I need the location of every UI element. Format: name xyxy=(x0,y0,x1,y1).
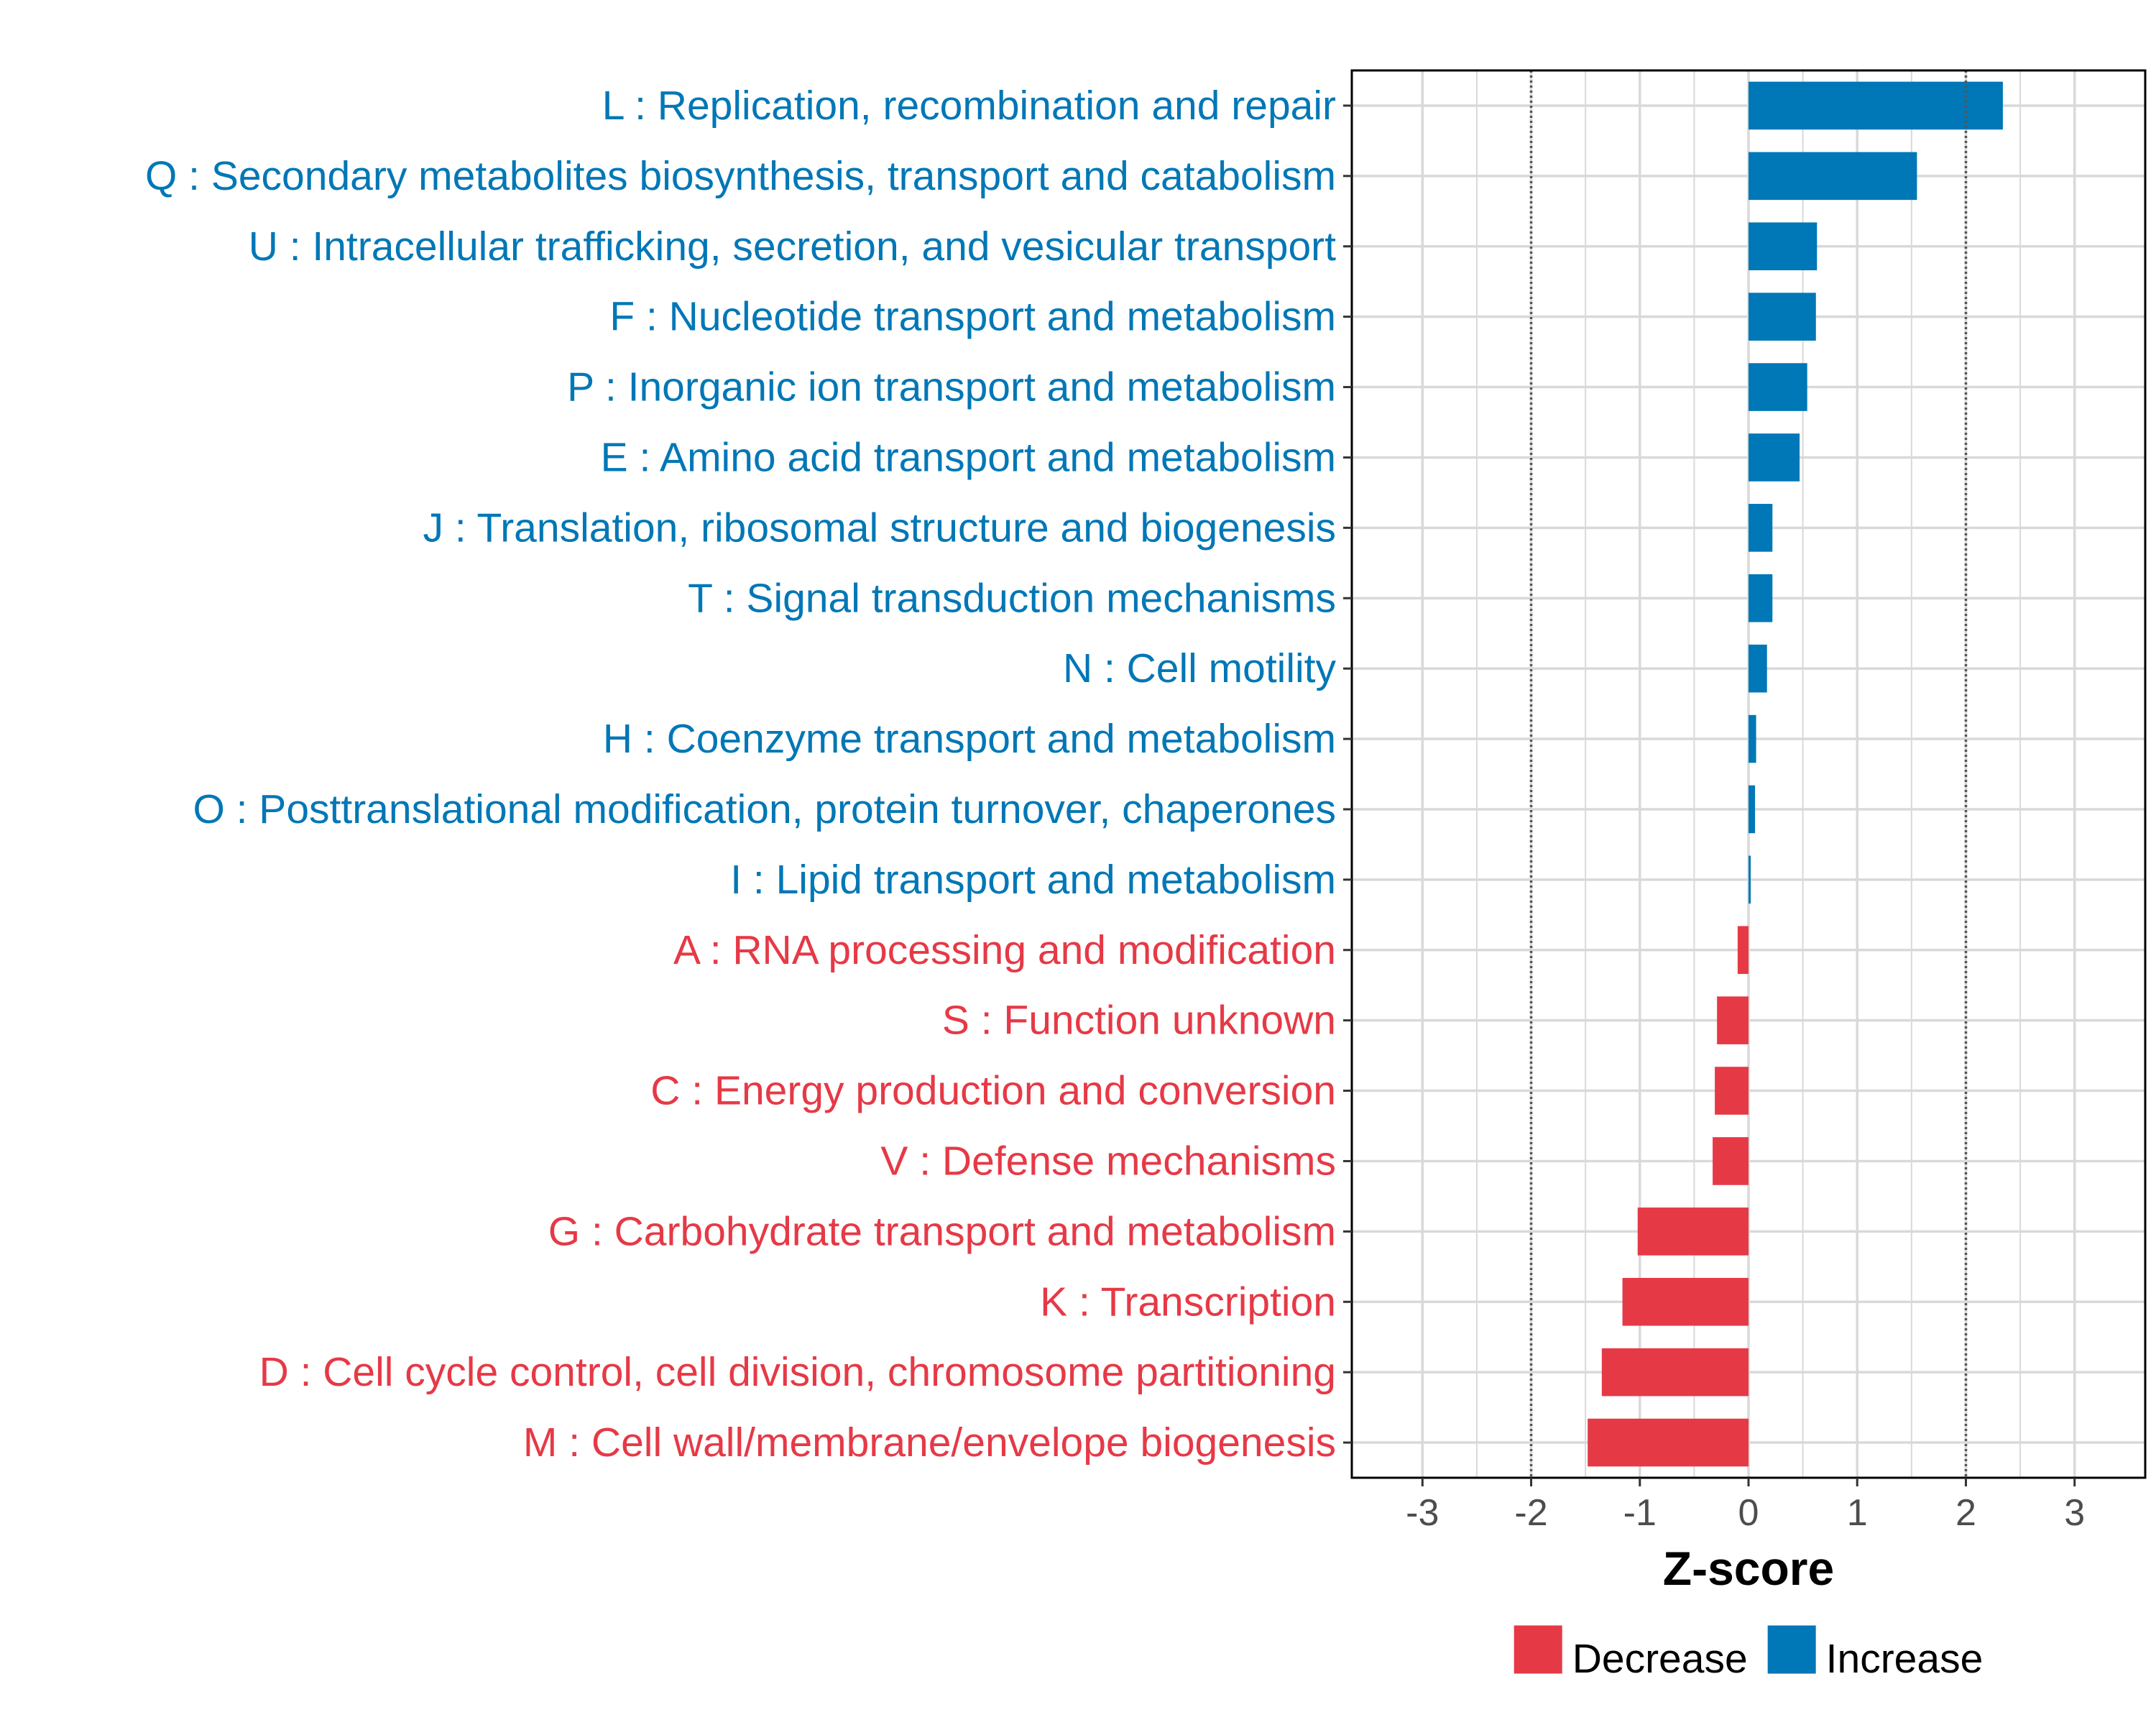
category-label: D : Cell cycle control, cell division, c… xyxy=(259,1349,1336,1395)
x-tick-label: 0 xyxy=(1738,1492,1759,1534)
category-label: M : Cell wall/membrane/envelope biogenes… xyxy=(523,1420,1336,1466)
category-label: I : Lipid transport and metabolism xyxy=(730,857,1336,903)
x-tick-label: 1 xyxy=(1847,1492,1868,1534)
bar xyxy=(1749,81,2003,130)
bar xyxy=(1717,996,1749,1044)
bar xyxy=(1749,222,1818,271)
legend-label: Decrease xyxy=(1572,1636,1748,1682)
x-tick-label: 3 xyxy=(2064,1492,2085,1534)
x-tick-label: 2 xyxy=(1955,1492,1976,1534)
bar xyxy=(1622,1277,1749,1326)
category-label: K : Transcription xyxy=(1040,1279,1336,1325)
category-label: E : Amino acid transport and metabolism xyxy=(601,434,1336,480)
category-label: V : Defense mechanisms xyxy=(880,1138,1336,1184)
bar xyxy=(1637,1208,1749,1256)
bars xyxy=(1588,81,2003,1467)
legend-label: Increase xyxy=(1826,1636,1984,1682)
x-axis-title: Z-score xyxy=(1663,1542,1834,1595)
x-tick-label: -1 xyxy=(1623,1492,1657,1534)
category-label: A : RNA processing and modification xyxy=(673,927,1336,973)
bar xyxy=(1749,644,1767,693)
bar xyxy=(1749,433,1800,482)
reference-lines xyxy=(1529,70,1968,1478)
bar xyxy=(1749,293,1816,341)
x-axis-ticks: -3 -2 -1 0 1 2 3 xyxy=(1406,1478,2085,1534)
category-label: F : Nucleotide transport and metabolism xyxy=(609,294,1336,340)
bar xyxy=(1749,574,1773,622)
bar xyxy=(1715,1067,1749,1115)
category-label: C : Energy production and conversion xyxy=(650,1068,1336,1114)
category-label: P : Inorganic ion transport and metaboli… xyxy=(567,364,1336,410)
category-label: L : Replication, recombination and repai… xyxy=(602,83,1336,129)
x-tick-label: -2 xyxy=(1514,1492,1547,1534)
legend: Decrease Increase xyxy=(1514,1625,1984,1682)
bar xyxy=(1749,785,1756,834)
category-label: H : Coenzyme transport and metabolism xyxy=(603,716,1336,762)
category-label: Q : Secondary metabolites biosynthesis, … xyxy=(145,153,1336,199)
y-axis-ticks: L : Replication, recombination and repai… xyxy=(145,83,1352,1466)
bar xyxy=(1749,504,1773,552)
legend-swatch xyxy=(1514,1625,1562,1674)
legend-swatch xyxy=(1767,1625,1816,1674)
bar xyxy=(1588,1418,1749,1467)
bar xyxy=(1749,363,1807,411)
bar xyxy=(1737,926,1749,975)
bar xyxy=(1601,1348,1749,1397)
bar xyxy=(1713,1137,1749,1185)
category-label: U : Intracellular trafficking, secretion… xyxy=(249,224,1336,270)
category-label: T : Signal transduction mechanisms xyxy=(688,575,1336,621)
category-label: O : Posttranslational modification, prot… xyxy=(193,786,1336,832)
bar xyxy=(1749,714,1756,763)
x-tick-label: -3 xyxy=(1406,1492,1439,1534)
bar xyxy=(1749,152,1917,201)
bar xyxy=(1749,855,1751,904)
category-label: S : Function unknown xyxy=(942,998,1336,1044)
category-label: N : Cell motility xyxy=(1063,645,1337,691)
category-label: G : Carbohydrate transport and metabolis… xyxy=(548,1208,1336,1254)
category-label: J : Translation, ribosomal structure and… xyxy=(423,505,1336,551)
